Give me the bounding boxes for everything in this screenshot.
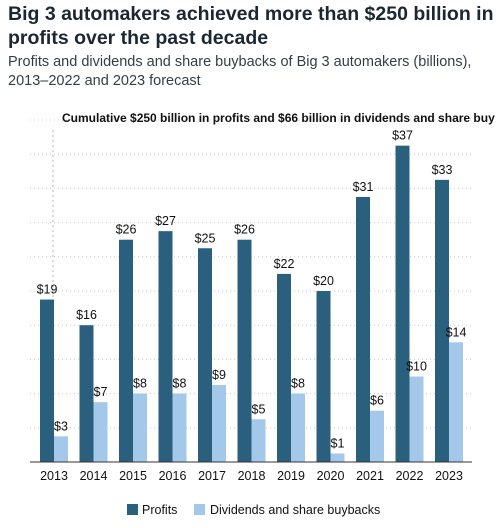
bar-profits bbox=[316, 291, 331, 462]
bar-profits bbox=[356, 196, 370, 462]
bar-profits bbox=[395, 145, 410, 462]
data-label-profits: $22 bbox=[274, 257, 295, 271]
data-label-profits: $33 bbox=[432, 163, 453, 177]
data-label-profits: $16 bbox=[76, 308, 97, 322]
data-label-dividends: $3 bbox=[54, 419, 68, 433]
cumulative-annotation: Cumulative $250 billion in profits and $… bbox=[62, 111, 495, 125]
bar-dividends bbox=[449, 342, 463, 462]
data-label-profits: $31 bbox=[353, 180, 374, 194]
bar-dividends bbox=[409, 376, 424, 462]
bar-profits bbox=[277, 273, 291, 462]
legend-label-dividends: Dividends and share buybacks bbox=[210, 503, 380, 517]
bar-profits bbox=[79, 325, 94, 462]
data-label-dividends: $5 bbox=[252, 402, 266, 416]
x-tick-label: 2015 bbox=[119, 469, 147, 483]
chart-title: Big 3 automakers achieved more than $250… bbox=[8, 3, 494, 49]
data-label-dividends: $10 bbox=[406, 360, 427, 374]
bar-profits bbox=[237, 239, 252, 462]
x-tick-label: 2020 bbox=[317, 469, 345, 483]
data-label-profits: $26 bbox=[234, 223, 255, 237]
bar-dividends bbox=[172, 393, 187, 462]
bar-dividends bbox=[212, 385, 226, 462]
data-label-profits: $19 bbox=[37, 283, 58, 297]
data-label-dividends: $1 bbox=[331, 436, 345, 450]
data-label-profits: $26 bbox=[116, 223, 137, 237]
legend: Profits Dividends and share buybacks bbox=[127, 503, 380, 517]
x-tick-label: 2016 bbox=[159, 469, 187, 483]
data-label-dividends: $8 bbox=[173, 377, 187, 391]
bar-dividends bbox=[133, 393, 147, 462]
x-tick-label: 2017 bbox=[198, 469, 226, 483]
bar-dividends bbox=[370, 410, 384, 462]
x-tick-labels: 2013 2014 2015 2016 2017 2018 2019 2020 2021 2022… bbox=[40, 469, 463, 483]
legend-swatch-profits bbox=[127, 504, 138, 515]
data-labels: $19 $3 $16 $7 $26 $8 $27 $8 $25 $9 $26 $5 $22 $8 $20 $1… bbox=[37, 129, 467, 451]
data-label-profits: $25 bbox=[195, 231, 216, 245]
data-label-dividends: $9 bbox=[212, 368, 226, 382]
x-tick-label: 2014 bbox=[80, 469, 108, 483]
bars bbox=[40, 145, 463, 462]
x-tick-label: 2019 bbox=[277, 469, 305, 483]
bar-profits bbox=[158, 231, 173, 462]
x-tick-label: 2022 bbox=[396, 469, 424, 483]
bar-profits bbox=[435, 179, 449, 462]
x-tick-label: 2021 bbox=[356, 469, 384, 483]
data-label-dividends: $6 bbox=[370, 394, 384, 408]
x-tick-label: 2018 bbox=[238, 469, 266, 483]
bar-profits bbox=[40, 299, 54, 462]
data-label-profits: $20 bbox=[313, 274, 334, 288]
data-label-dividends: $7 bbox=[94, 385, 108, 399]
bar-dividends bbox=[93, 402, 108, 462]
bar-profits bbox=[198, 248, 212, 462]
data-label-profits: $27 bbox=[155, 214, 176, 228]
bar-dividends bbox=[330, 453, 345, 462]
data-label-dividends: $14 bbox=[446, 325, 467, 339]
legend-label-profits: Profits bbox=[142, 503, 177, 517]
chart-subtitle: Profits and dividends and share buybacks… bbox=[8, 54, 472, 89]
x-tick-label: 2023 bbox=[435, 469, 463, 483]
bar-profits bbox=[119, 239, 133, 462]
x-tick-label: 2013 bbox=[40, 469, 68, 483]
legend-swatch-dividends bbox=[194, 504, 205, 515]
bar-dividends bbox=[291, 393, 305, 462]
data-label-dividends: $8 bbox=[133, 377, 147, 391]
data-label-dividends: $8 bbox=[291, 377, 305, 391]
bar-dividends bbox=[251, 419, 266, 462]
bar-dividends bbox=[54, 436, 68, 462]
data-label-profits: $37 bbox=[392, 129, 413, 143]
